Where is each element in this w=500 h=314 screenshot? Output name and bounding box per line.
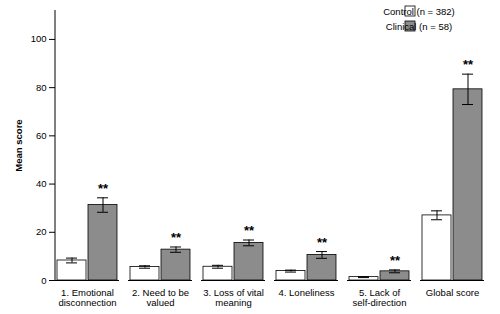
- svg-text:0: 0: [41, 275, 46, 286]
- svg-text:40: 40: [36, 178, 47, 189]
- svg-text:80: 80: [36, 82, 47, 93]
- svg-text:**: **: [390, 253, 401, 268]
- svg-text:**: **: [171, 230, 182, 245]
- svg-text:60: 60: [36, 130, 47, 141]
- svg-text:**: **: [98, 181, 109, 196]
- svg-text:Global score: Global score: [426, 287, 479, 298]
- svg-text:Mean score: Mean score: [13, 119, 24, 171]
- svg-text:5. Lack ofself-direction: 5. Lack ofself-direction: [353, 287, 407, 308]
- svg-text:20: 20: [36, 226, 47, 237]
- svg-text:Clinical (n = 58): Clinical (n = 58): [386, 21, 452, 32]
- svg-text:**: **: [317, 235, 328, 250]
- svg-text:3. Loss of vitalmeaning: 3. Loss of vitalmeaning: [203, 287, 264, 308]
- svg-text:Control (n = 382): Control (n = 382): [383, 6, 455, 17]
- svg-text:**: **: [244, 223, 255, 238]
- svg-text:4. Loneliness: 4. Loneliness: [279, 287, 335, 298]
- svg-text:2. Need to bevalued: 2. Need to bevalued: [132, 287, 189, 308]
- svg-text:**: **: [463, 57, 474, 72]
- svg-text:1. Emotionaldisconnection: 1. Emotionaldisconnection: [58, 287, 116, 308]
- svg-text:100: 100: [31, 33, 47, 44]
